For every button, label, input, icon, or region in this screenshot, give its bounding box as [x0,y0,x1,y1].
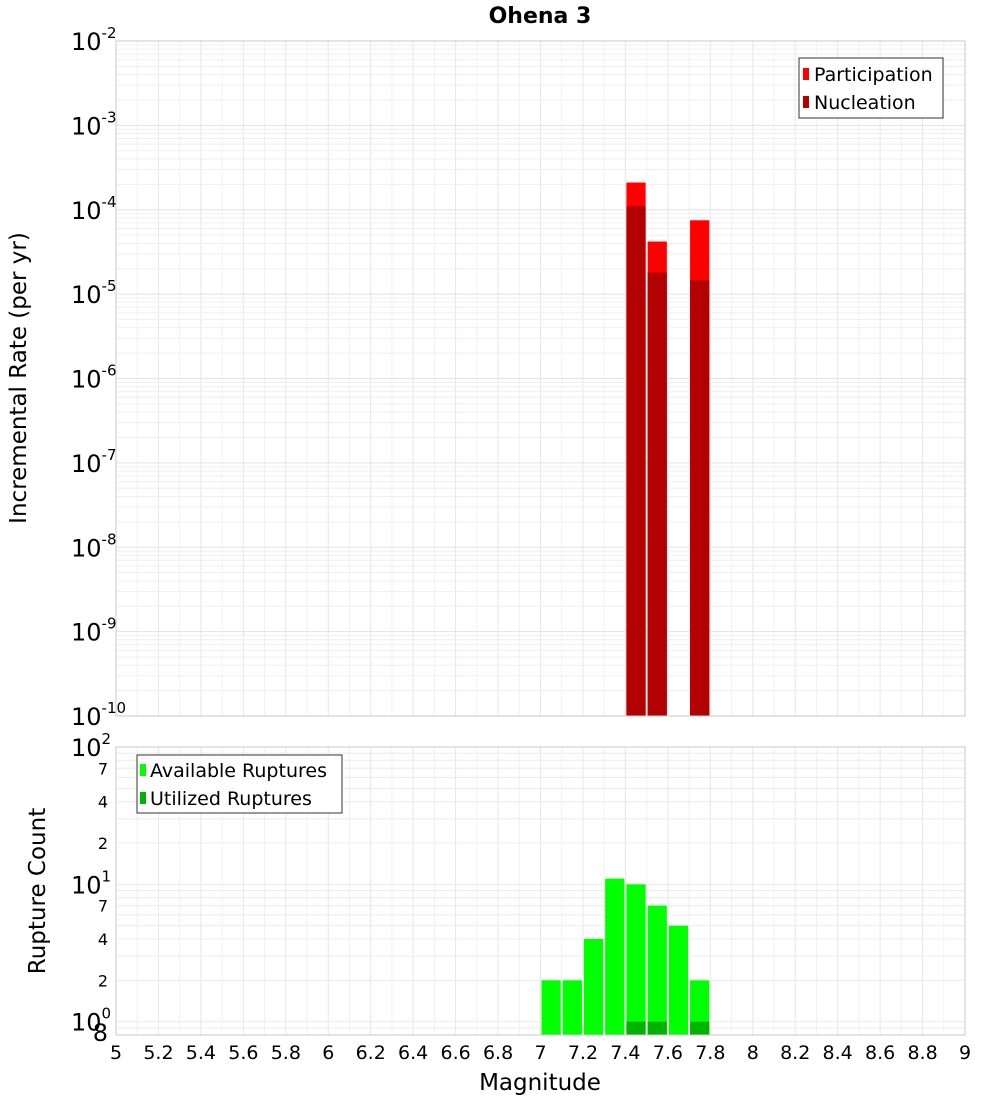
x-tick-label: 7.6 [653,1042,683,1064]
x-tick-label: 8.4 [823,1042,853,1064]
utilized-ruptures-bar [647,1021,667,1035]
bottom-y-minor-tick-label: 2 [98,971,108,990]
top-y-tick-label: 10-10 [71,699,126,731]
x-tick-label: 7.2 [568,1042,598,1064]
available-ruptures-bar [690,980,710,1035]
bottom-y-minor-tick-label: 2 [98,834,108,853]
bottom-legend-box [136,754,343,814]
top-y-tick-label: 10-8 [71,530,117,562]
utilized-ruptures-bar [690,1021,710,1035]
bottom-y-tick-label: 100 [71,1005,111,1037]
x-tick-label: 8.2 [780,1042,810,1064]
legend-entry: Available Ruptures [150,760,327,782]
available-ruptures-bar [647,905,667,1035]
top-plot-border [115,40,966,717]
bottom-y-tick-label: 101 [71,867,111,899]
top-y-axis-label: Incremental Rate (per yr) [6,232,32,524]
legend-swatch [140,764,146,776]
available-ruptures-bar [583,939,604,1035]
utilized-ruptures-bar [626,1021,646,1035]
available-ruptures-bar [562,980,582,1035]
available-ruptures-bar [626,884,646,1035]
x-tick-label: 6.4 [398,1042,428,1064]
available-ruptures-bar [605,878,625,1035]
bottom-legend: Available Ruptures Utilized Ruptures [136,754,343,814]
x-tick-label: 5.6 [228,1042,258,1064]
bottom-y-minor-tick-label: 4 [98,930,108,949]
bottom-y-tick-label: 102 [71,730,111,762]
x-tick-label: 5.2 [143,1042,173,1064]
x-tick-label: 5.8 [271,1042,301,1064]
nucleation-bar [647,272,667,716]
legend-swatch [803,96,809,108]
x-tick-label: 5.4 [186,1042,216,1064]
bottom-y-minor-tick-label: 4 [98,793,108,812]
top-y-tick-label: 10-5 [71,277,117,309]
x-tick-label: 6 [322,1042,334,1064]
top-y-tick-label: 10-9 [71,615,117,647]
top-y-tick-label: 10-3 [71,108,117,140]
bottom-y-minor-tick-label: 7 [98,759,108,778]
nucleation-bar [626,206,646,716]
top-y-tick-label: 10-4 [71,193,117,225]
bottom-panel-rupture-count-plot: 100 101 102 8 2 4 7 2 4 7 5 5.2 5.4 5.6 5.8 6 6.2 6.4 6.6 6… [71,730,971,1064]
nucleation-bar [690,280,710,716]
bottom-y-minor-tick-label: 8 [93,1019,108,1047]
legend-swatch [803,68,809,80]
x-tick-label: 8 [747,1042,759,1064]
x-tick-label: 9 [959,1042,971,1064]
x-tick-label: 7.8 [695,1042,725,1064]
x-tick-label: 6.8 [483,1042,513,1064]
top-y-tick-label: 10-6 [71,362,117,394]
top-panel-rate-plot: 10-10 10-9 10-8 10-7 10-6 10-5 10-4 10-3 10-2 Par… [71,24,966,731]
x-tick-label: 5 [110,1042,122,1064]
legend-entry: Nucleation [814,92,916,114]
x-axis-label: Magnitude [479,1070,601,1096]
x-tick-label: 7.4 [610,1042,640,1064]
legend-entry: Participation [814,64,933,86]
legend-swatch [140,792,146,804]
top-legend: Participation Nucleation [798,57,944,119]
available-ruptures-bar [668,925,689,1035]
bottom-y-minor-tick-label: 7 [98,897,108,916]
legend-entry: Utilized Ruptures [150,788,312,810]
x-tick-label: 7 [534,1042,546,1064]
x-tick-label: 8.8 [907,1042,937,1064]
top-y-tick-label: 10-2 [71,24,117,56]
x-tick-label: 6.2 [356,1042,386,1064]
top-y-tick-label: 10-7 [71,446,117,478]
x-tick-label: 8.6 [865,1042,895,1064]
bottom-y-axis-label: Rupture Count [25,808,51,974]
available-ruptures-bar [541,980,561,1035]
top-legend-box [798,57,944,119]
chart-title: Ohena 3 [489,4,592,29]
bottom-plot-border [115,746,966,1036]
x-tick-label: 6.6 [440,1042,470,1064]
